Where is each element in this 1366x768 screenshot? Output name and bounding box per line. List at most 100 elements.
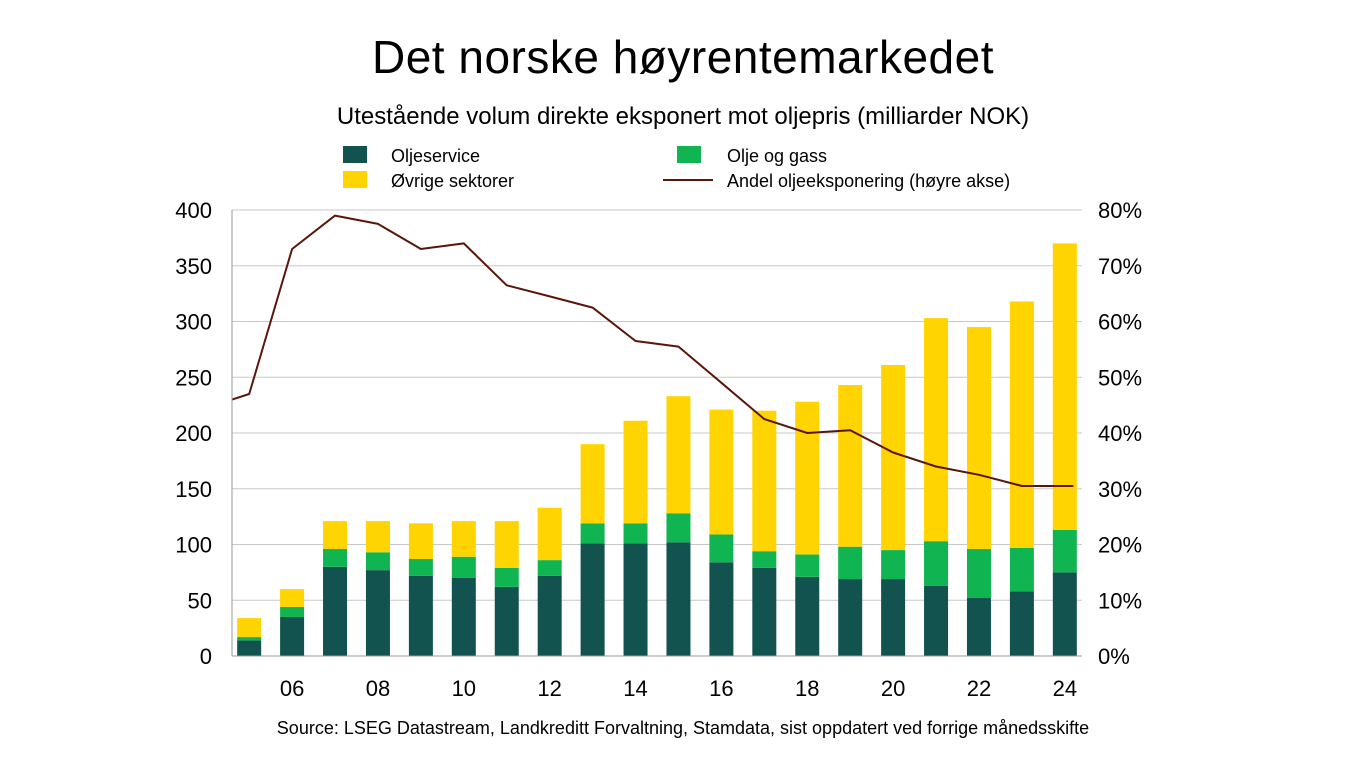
y2-tick-label: 30% — [1098, 477, 1142, 502]
bar-olje_og_gass-23 — [1009, 547, 1034, 592]
bar-olje_og_gass-05 — [237, 637, 262, 641]
bars-layer — [237, 243, 1077, 656]
bar-oljeservice-10 — [451, 577, 476, 656]
y-tick-label: 0 — [200, 644, 212, 669]
bar-olje_og_gass-24 — [1052, 530, 1077, 573]
bar-ovrige-15 — [666, 396, 691, 514]
bar-ovrige-05 — [237, 618, 262, 638]
bar-olje_og_gass-08 — [365, 552, 390, 571]
grid-layer — [232, 209, 1082, 601]
source-note: Source: LSEG Datastream, Landkreditt For… — [276, 718, 1090, 738]
bar-ovrige-22 — [966, 327, 991, 549]
bar-oljeservice-22 — [966, 598, 991, 656]
y2-tick-label: 20% — [1098, 533, 1142, 558]
bar-olje_og_gass-12 — [537, 560, 562, 576]
bar-oljeservice-19 — [838, 579, 863, 656]
bar-olje_og_gass-09 — [408, 558, 433, 576]
bar-oljeservice-21 — [924, 585, 949, 656]
y-tick-label: 50 — [188, 588, 212, 613]
bar-ovrige-20 — [881, 364, 906, 551]
bar-ovrige-19 — [838, 385, 863, 547]
bar-ovrige-21 — [924, 318, 949, 542]
bar-oljeservice-13 — [580, 543, 605, 656]
y-tick-label: 200 — [175, 421, 212, 446]
x-tick-label: 22 — [967, 676, 991, 701]
bar-ovrige-24 — [1052, 243, 1077, 531]
legend: Oljeservice Olje og gass Øvrige sektorer… — [343, 146, 1010, 191]
bar-olje_og_gass-13 — [580, 523, 605, 544]
x-tick-label: 16 — [709, 676, 733, 701]
y2-tick-label: 60% — [1098, 310, 1142, 335]
y2-tick-label: 40% — [1098, 421, 1142, 446]
legend-label-oljeservice: Oljeservice — [391, 146, 480, 166]
bar-oljeservice-07 — [323, 566, 348, 656]
chart-title: Det norske høyrentemarkedet — [372, 31, 994, 83]
bar-oljeservice-08 — [365, 570, 390, 656]
bar-ovrige-11 — [494, 521, 519, 568]
x-tick-label: 20 — [881, 676, 905, 701]
legend-swatch-ovrige-sektorer — [343, 171, 367, 188]
legend-label-andel: Andel oljeeksponering (høyre akse) — [727, 171, 1010, 191]
bar-ovrige-18 — [795, 401, 820, 555]
bar-olje_og_gass-06 — [280, 606, 305, 617]
y2-tick-label: 70% — [1098, 254, 1142, 279]
bar-oljeservice-09 — [408, 575, 433, 656]
bar-ovrige-16 — [709, 409, 734, 535]
bar-ovrige-09 — [408, 523, 433, 559]
x-tick-label: 14 — [623, 676, 647, 701]
bar-olje_og_gass-17 — [752, 551, 777, 568]
x-tick-label: 10 — [452, 676, 476, 701]
bar-olje_og_gass-21 — [924, 541, 949, 586]
bar-ovrige-14 — [623, 420, 648, 524]
bar-olje_og_gass-20 — [881, 550, 906, 580]
line-andel-oljeeksponering — [231, 214, 1074, 487]
legend-label-ovrige-sektorer: Øvrige sektorer — [391, 171, 514, 191]
y2-tick-label: 0% — [1098, 644, 1130, 669]
y-tick-label: 350 — [175, 254, 212, 279]
bar-ovrige-12 — [537, 507, 562, 561]
y-tick-label: 100 — [175, 533, 212, 558]
chart-subtitle: Utestående volum direkte eksponert mot o… — [336, 103, 1030, 130]
bar-oljeservice-18 — [795, 576, 820, 656]
bar-olje_og_gass-15 — [666, 513, 691, 543]
bar-olje_og_gass-19 — [838, 546, 863, 580]
bar-ovrige-13 — [580, 444, 605, 524]
bar-olje_og_gass-18 — [795, 554, 820, 577]
bar-olje_og_gass-07 — [323, 548, 348, 567]
y2-tick-label: 10% — [1098, 588, 1142, 613]
bar-oljeservice-11 — [494, 586, 519, 656]
bar-oljeservice-14 — [623, 543, 648, 656]
x-tick-label: 08 — [366, 676, 390, 701]
bar-ovrige-17 — [752, 410, 777, 552]
x-tick-label: 24 — [1053, 676, 1077, 701]
y2-tick-label: 80% — [1098, 198, 1142, 223]
legend-label-olje-og-gass: Olje og gass — [727, 146, 827, 166]
bar-oljeservice-12 — [537, 575, 562, 656]
bar-oljeservice-06 — [280, 616, 305, 656]
bar-oljeservice-24 — [1052, 572, 1077, 656]
axes-layer: 0 50 100 150 200 250 300 350 400 0% 10% 20% 30% 40% 50… — [175, 198, 1142, 701]
bar-oljeservice-05 — [237, 640, 262, 656]
bar-olje_og_gass-14 — [623, 523, 648, 544]
bar-ovrige-07 — [323, 521, 348, 549]
x-tick-label: 12 — [537, 676, 561, 701]
y-tick-label: 400 — [175, 198, 212, 223]
bar-ovrige-06 — [280, 589, 305, 607]
legend-swatch-olje-og-gass — [677, 146, 701, 163]
bar-oljeservice-23 — [1009, 591, 1034, 656]
bar-ovrige-10 — [451, 521, 476, 557]
bar-olje_og_gass-16 — [709, 534, 734, 563]
bar-ovrige-08 — [365, 521, 390, 553]
y-tick-label: 150 — [175, 477, 212, 502]
line-layer — [231, 214, 1074, 487]
bar-oljeservice-15 — [666, 542, 691, 656]
bar-oljeservice-16 — [709, 562, 734, 656]
y2-tick-label: 50% — [1098, 365, 1142, 390]
bar-olje_og_gass-10 — [451, 556, 476, 578]
y-tick-label: 250 — [175, 365, 212, 390]
bar-ovrige-23 — [1009, 301, 1034, 548]
legend-swatch-oljeservice — [343, 146, 367, 163]
x-tick-label: 18 — [795, 676, 819, 701]
x-tick-label: 06 — [280, 676, 304, 701]
